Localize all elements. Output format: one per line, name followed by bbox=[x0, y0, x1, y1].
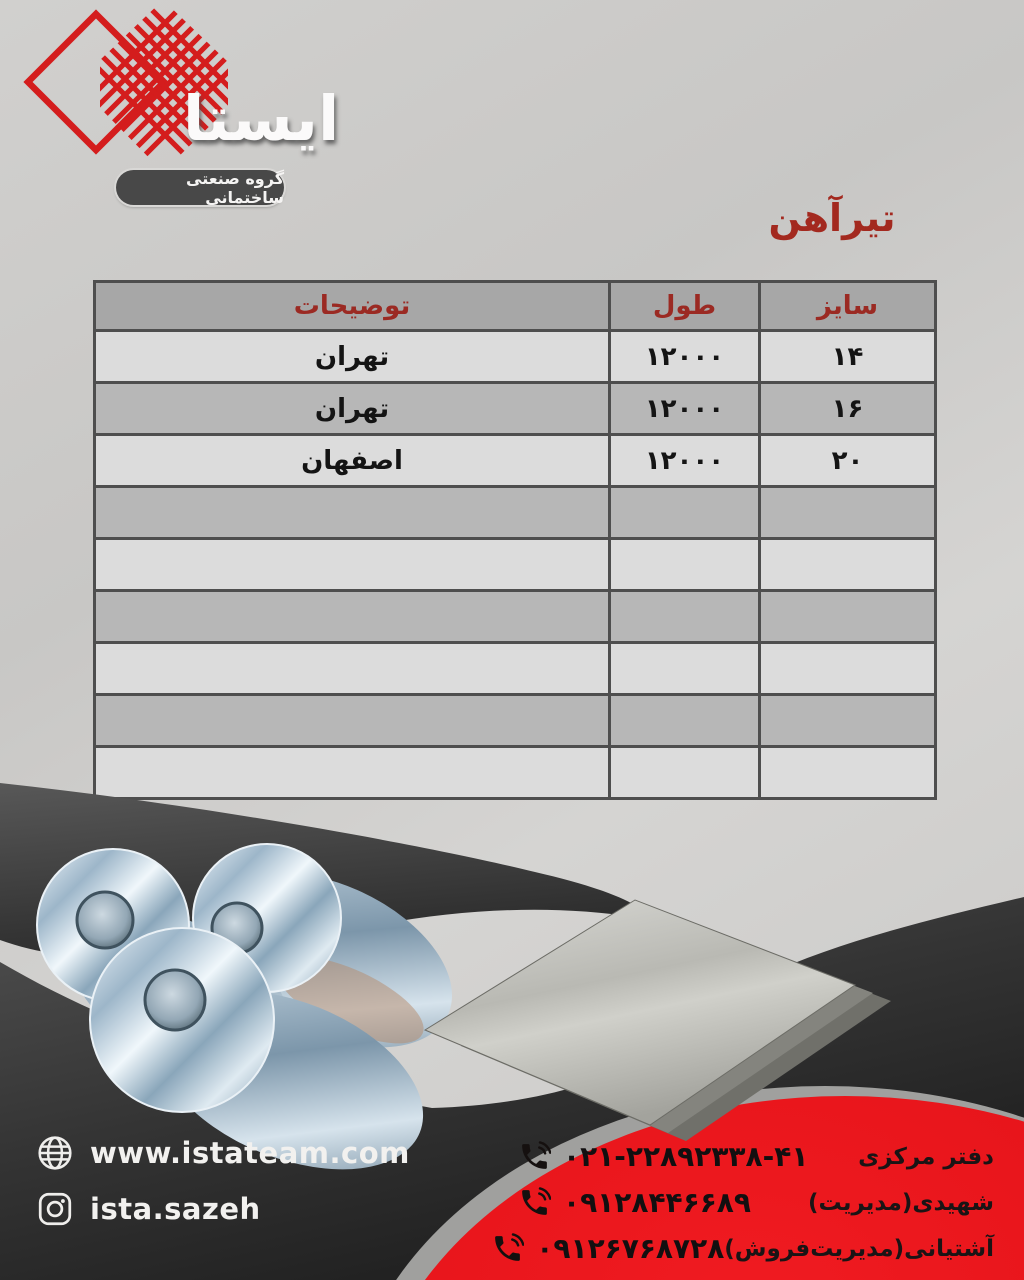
decorative-swoosh-art bbox=[0, 783, 1024, 1280]
table-cell bbox=[608, 745, 761, 800]
column-header: سایز bbox=[758, 280, 937, 332]
contact-number: ۰۲۱-۲۲۸۹۲۳۳۸-۴۱ bbox=[563, 1140, 809, 1173]
contact-row: آشتیانی(مدیریت‌فروش) ۰۹۱۲۶۷۶۸۷۲۸ bbox=[495, 1230, 994, 1267]
brand-logo-icon bbox=[23, 0, 228, 172]
table-cell bbox=[758, 537, 937, 592]
contact-label: آشتیانی(مدیریت‌فروش) bbox=[724, 1235, 994, 1262]
phone-icon bbox=[522, 1141, 551, 1169]
globe-icon bbox=[38, 1136, 72, 1170]
table-row bbox=[93, 745, 937, 800]
table-cell bbox=[608, 641, 761, 696]
table-cell bbox=[93, 745, 611, 800]
website-row: www.istateam.com bbox=[36, 1134, 410, 1172]
table-cell: ۱۶ bbox=[758, 381, 937, 436]
phone-icon bbox=[522, 1187, 551, 1215]
table-cell bbox=[93, 485, 611, 540]
table-cell: ۱۲۰۰۰ bbox=[608, 381, 761, 436]
table-row: ۲۰ ۱۲۰۰۰ اصفهان bbox=[93, 433, 937, 488]
contact-label: دفتر مرکزی bbox=[858, 1143, 994, 1170]
table-cell: ۲۰ bbox=[758, 433, 937, 488]
page-title: تیرآهن bbox=[768, 196, 896, 240]
table-cell bbox=[93, 641, 611, 696]
table-cell bbox=[93, 537, 611, 592]
table-cell: تهران bbox=[93, 329, 611, 384]
table-row bbox=[93, 589, 937, 644]
table-cell bbox=[93, 693, 611, 748]
table-cell bbox=[608, 693, 761, 748]
table-cell bbox=[758, 745, 937, 800]
table-row bbox=[93, 641, 937, 696]
table-cell bbox=[758, 485, 937, 540]
contact-number: ۰۹۱۲۸۴۴۶۶۸۹ bbox=[563, 1186, 751, 1219]
website-text: www.istateam.com bbox=[90, 1136, 410, 1170]
contact-list: دفتر مرکزی ۰۲۱-۲۲۸۹۲۳۳۸-۴۱ شهیدی(مدیریت)… bbox=[495, 1138, 994, 1276]
brand-name: ایستا bbox=[183, 82, 340, 155]
table-cell bbox=[608, 485, 761, 540]
phone-icon bbox=[495, 1233, 525, 1261]
contact-row: دفتر مرکزی ۰۲۱-۲۲۸۹۲۳۳۸-۴۱ bbox=[518, 1138, 994, 1175]
table-cell bbox=[608, 589, 761, 644]
table-cell bbox=[758, 589, 937, 644]
instagram-row: ista.sazeh bbox=[36, 1190, 261, 1228]
table-cell: ۱۴ bbox=[758, 329, 937, 384]
steel-products-image bbox=[36, 843, 891, 1170]
instagram-icon bbox=[38, 1192, 72, 1226]
table-cell: تهران bbox=[93, 381, 611, 436]
table-row bbox=[93, 693, 937, 748]
contact-label: شهیدی(مدیریت) bbox=[807, 1189, 994, 1216]
table-cell: ۱۲۰۰۰ bbox=[608, 433, 761, 488]
table-cell bbox=[608, 537, 761, 592]
table-header-row: سایز طول توضیحات bbox=[93, 280, 937, 332]
table-row: ۱۶ ۱۲۰۰۰ تهران bbox=[93, 381, 937, 436]
price-table: سایز طول توضیحات ۱۴ ۱۲۰۰۰ تهران ۱۶ ۱۲۰۰۰ تهران ۲… bbox=[93, 280, 937, 800]
table-cell: ۱۲۰۰۰ bbox=[608, 329, 761, 384]
table-cell bbox=[758, 693, 937, 748]
red-corner-blob bbox=[425, 1096, 1024, 1280]
table-row bbox=[93, 537, 937, 592]
brand-tagline: گروه صنعتی ساختمانی bbox=[116, 169, 284, 207]
instagram-text: ista.sazeh bbox=[90, 1192, 261, 1226]
table-row: ۱۴ ۱۲۰۰۰ تهران bbox=[93, 329, 937, 384]
table-row bbox=[93, 485, 937, 540]
contact-number: ۰۹۱۲۶۷۶۸۷۲۸ bbox=[536, 1232, 725, 1265]
column-header: توضیحات bbox=[93, 280, 611, 332]
table-cell bbox=[93, 589, 611, 644]
table-cell: اصفهان bbox=[93, 433, 611, 488]
column-header: طول bbox=[608, 280, 761, 332]
contact-row: شهیدی(مدیریت) ۰۹۱۲۸۴۴۶۶۸۹ bbox=[518, 1184, 994, 1221]
table-cell bbox=[758, 641, 937, 696]
